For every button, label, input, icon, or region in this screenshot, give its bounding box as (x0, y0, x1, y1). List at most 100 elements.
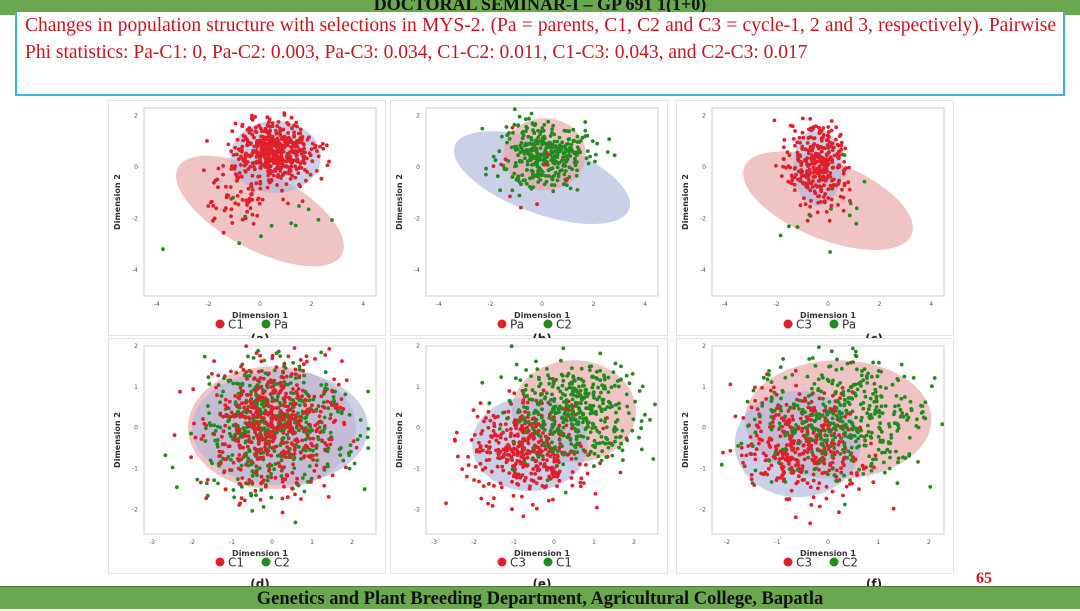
data-point (580, 135, 585, 140)
legend-marker (497, 319, 507, 329)
data-point (192, 421, 196, 426)
data-point (229, 167, 234, 171)
data-point (339, 397, 344, 401)
data-point (887, 466, 892, 471)
data-point (853, 349, 858, 354)
data-point (838, 403, 843, 407)
data-point (240, 198, 245, 202)
data-point (540, 484, 545, 488)
data-point (861, 472, 866, 476)
data-point (828, 463, 832, 468)
data-point (869, 374, 874, 379)
data-point (534, 359, 538, 364)
data-point (342, 420, 346, 425)
data-point (557, 478, 562, 483)
data-point (826, 125, 831, 129)
data-point (277, 420, 282, 425)
data-point (561, 462, 566, 467)
data-point (808, 485, 813, 489)
data-point (830, 416, 835, 421)
y-tick-label: 0 (416, 164, 420, 171)
data-point (279, 458, 284, 463)
data-point (314, 452, 319, 457)
data-point (534, 481, 539, 485)
data-point (294, 141, 299, 146)
data-point (828, 406, 833, 411)
data-point (783, 422, 788, 426)
data-point (456, 454, 460, 459)
data-point (846, 435, 851, 439)
data-point (480, 126, 485, 131)
data-point (267, 159, 271, 163)
data-point (787, 224, 791, 229)
data-point (885, 447, 890, 452)
data-point (512, 122, 517, 127)
x-tick-label: 0 (826, 539, 830, 546)
data-point (305, 407, 310, 412)
data-point (548, 134, 553, 138)
data-point (314, 444, 319, 449)
data-point (519, 455, 524, 459)
data-point (791, 417, 795, 422)
data-point (852, 434, 857, 438)
data-point (304, 391, 309, 396)
data-point (779, 396, 783, 401)
data-point (878, 427, 883, 431)
data-point (210, 372, 214, 376)
data-point (514, 362, 519, 367)
data-point (590, 139, 595, 144)
data-point (302, 373, 307, 378)
data-point (582, 481, 586, 485)
x-tick-label: -2 (189, 539, 195, 546)
data-point (837, 433, 841, 437)
data-point (785, 452, 790, 457)
data-point (797, 398, 802, 403)
data-point (791, 402, 796, 406)
data-point (782, 138, 787, 142)
data-point (809, 198, 813, 203)
data-point (831, 378, 835, 383)
data-point (837, 510, 841, 515)
data-point (869, 461, 874, 466)
data-point (282, 171, 287, 175)
data-point (254, 420, 258, 424)
data-point (828, 171, 833, 176)
data-point (556, 426, 561, 430)
data-point (583, 391, 588, 396)
data-point (538, 154, 542, 159)
data-point (265, 115, 270, 120)
data-point (289, 161, 294, 165)
data-point (522, 448, 526, 452)
data-point (347, 413, 352, 417)
data-point (191, 387, 196, 392)
y-tick-label: 1 (134, 384, 138, 391)
data-point (242, 163, 247, 168)
data-point (919, 403, 923, 408)
data-point (553, 170, 558, 175)
data-point (280, 452, 285, 457)
data-point (575, 188, 580, 192)
data-point (515, 449, 520, 453)
data-point (584, 156, 589, 161)
data-point (779, 174, 784, 178)
data-point (606, 390, 611, 394)
data-point (178, 389, 182, 394)
data-point (305, 445, 310, 450)
data-point (842, 502, 847, 507)
data-point (508, 194, 512, 199)
data-point (836, 400, 841, 404)
data-point (220, 450, 225, 454)
data-point (823, 404, 828, 409)
data-point (839, 466, 843, 470)
data-point (816, 428, 821, 433)
data-point (314, 407, 319, 412)
data-point (213, 429, 218, 433)
data-point (742, 464, 747, 469)
data-point (585, 471, 590, 476)
data-point (293, 520, 298, 525)
data-point (216, 166, 221, 171)
data-point (253, 125, 258, 130)
data-point (878, 385, 883, 389)
data-point (588, 404, 593, 409)
data-point (258, 126, 263, 131)
